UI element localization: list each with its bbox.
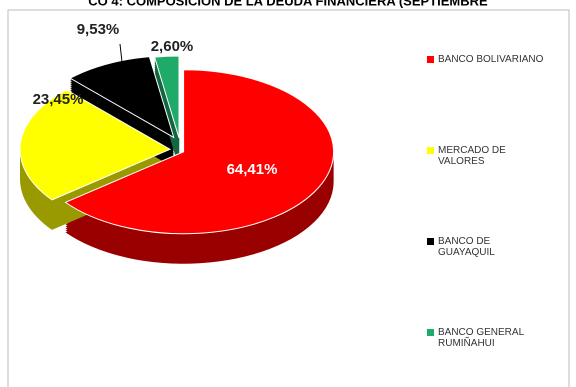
slice — [153, 55, 180, 139]
legend-swatch — [427, 329, 434, 336]
slice — [64, 69, 335, 235]
legend-label: BANCO BOLIVARIANO — [438, 54, 544, 65]
legend-entry: BANCO DE GUAYAQUIL — [427, 236, 567, 258]
pie — [19, 55, 335, 264]
leader-line — [119, 43, 125, 81]
legend-label: MERCADO DE VALORES — [438, 145, 506, 167]
legend-entry: BANCO GENERAL RUMIÑAHUI — [427, 327, 567, 349]
legend-swatch — [427, 56, 434, 63]
legend-entry: BANCO BOLIVARIANO — [427, 54, 567, 65]
data-label: 23,45% — [33, 91, 84, 108]
legend-entry: MERCADO DE VALORES — [427, 145, 567, 167]
legend-swatch — [427, 147, 434, 154]
data-label: 9,53% — [77, 21, 120, 38]
slice — [69, 56, 175, 139]
chart-title: CO 4: COMPOSICIÓN DE LA DEUDA FINANCIERA… — [88, 0, 488, 8]
data-label: 64,41% — [227, 161, 278, 178]
labels: 64,41% 23,45% 9,53% 2,60% — [33, 21, 278, 178]
slice — [19, 89, 172, 201]
data-label: 2,60% — [151, 38, 194, 55]
legend-label: BANCO DE GUAYAQUIL — [438, 236, 495, 258]
legend-label: BANCO GENERAL RUMIÑAHUI — [438, 327, 524, 349]
legend-swatch — [427, 238, 434, 245]
